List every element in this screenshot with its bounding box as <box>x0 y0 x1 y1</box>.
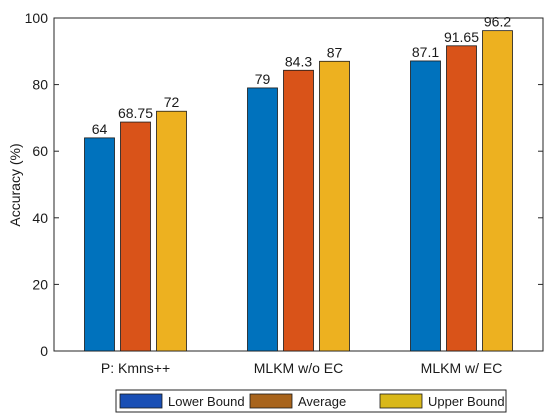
bar-lower-bound <box>247 87 278 352</box>
bar-value-label: 91.65 <box>444 29 479 45</box>
y-axis-label: Accuracy (%) <box>7 143 23 226</box>
bar-value-label: 64 <box>92 121 108 137</box>
x-tick-label: MLKM w/ EC <box>421 360 503 376</box>
bar-value-label: 68.75 <box>118 105 153 121</box>
bar-value-label: 96.2 <box>484 14 511 30</box>
y-tick-label: 80 <box>32 77 48 93</box>
legend-swatch <box>249 393 293 409</box>
bar-lower-bound <box>410 60 441 352</box>
y-tick-label: 20 <box>32 276 48 292</box>
bars <box>84 30 513 352</box>
bar-upper-bound <box>156 110 187 352</box>
legend: Lower Bound Average Upper Bound <box>115 389 507 413</box>
bar-value-label: 72 <box>164 94 180 110</box>
y-tick-label: 40 <box>32 210 48 226</box>
bar-value-label: 87 <box>327 44 343 60</box>
legend-label: Lower Bound <box>168 394 245 409</box>
legend-label: Upper Bound <box>428 394 505 409</box>
bar-upper-bound <box>482 30 513 352</box>
bar-lower-bound <box>84 137 115 352</box>
y-tick-label: 100 <box>25 10 49 26</box>
bar-average <box>120 121 151 352</box>
legend-label: Average <box>298 394 346 409</box>
bar-value-label: 87.1 <box>412 44 439 60</box>
x-tick-label: P: Kmns++ <box>101 360 170 376</box>
y-tick-label: 0 <box>40 343 48 359</box>
x-tick-label: MLKM w/o EC <box>254 360 343 376</box>
bar-average <box>283 69 314 352</box>
bar-average <box>446 45 477 352</box>
bar-upper-bound <box>319 60 350 352</box>
legend-swatch <box>119 393 163 409</box>
y-tick-label: 60 <box>32 143 48 159</box>
bar-value-label: 79 <box>255 71 271 87</box>
data-labels: 64 79 87.1 68.75 84.3 91.65 72 87 96.2 <box>92 14 512 137</box>
axes: 0 20 40 60 80 100 P: Kmns++ MLKM w/o EC MLKM w/ … <box>25 10 544 376</box>
legend-swatch <box>379 393 423 409</box>
bar-value-label: 84.3 <box>285 53 312 69</box>
